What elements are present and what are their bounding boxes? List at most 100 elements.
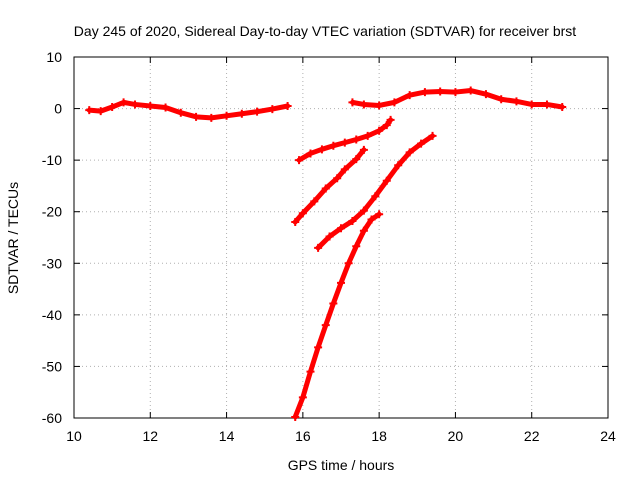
data-point [333, 174, 342, 183]
y-axis-label: SDTVAR / TECUs [5, 182, 21, 294]
data-point [306, 367, 315, 376]
series-line [296, 117, 394, 163]
data-point [340, 165, 349, 174]
data-point [317, 145, 326, 154]
x-axis-label: GPS time / hours [288, 457, 395, 473]
data-point [291, 218, 300, 227]
data-point [386, 115, 395, 124]
y-tick-label: -20 [42, 204, 62, 220]
y-tick-label: -60 [42, 410, 62, 426]
x-tick-label: 16 [295, 428, 311, 444]
data-point [310, 197, 319, 206]
data-point [375, 126, 384, 135]
x-tick-label: 10 [66, 428, 82, 444]
data-point [436, 87, 445, 96]
data-point [352, 242, 361, 251]
data-point [176, 108, 185, 117]
x-tick-label: 12 [142, 428, 158, 444]
data-point [359, 100, 368, 109]
data-point [146, 101, 155, 110]
data-point [405, 91, 414, 100]
data-series [85, 86, 567, 421]
grid-lines [74, 57, 608, 418]
data-point [291, 412, 300, 421]
series-arc5 [314, 131, 437, 252]
data-point [420, 88, 429, 97]
data-point [298, 209, 307, 218]
data-point [340, 138, 349, 147]
data-point [192, 112, 201, 121]
data-point [337, 278, 345, 287]
data-point [344, 259, 353, 268]
data-point [527, 100, 536, 109]
data-point [314, 243, 323, 252]
series-arc2 [348, 86, 567, 112]
data-point [321, 184, 330, 193]
y-tick-label: -40 [42, 307, 62, 323]
data-point [298, 393, 307, 402]
data-point [131, 100, 140, 109]
data-point [96, 107, 105, 116]
data-point [306, 149, 315, 158]
data-point [375, 210, 384, 219]
data-point [222, 111, 231, 120]
data-point [329, 141, 338, 150]
series-arc3 [295, 115, 395, 165]
data-point [497, 95, 506, 104]
series-line [292, 211, 382, 420]
y-tick-label: -50 [42, 358, 62, 374]
data-point [348, 216, 357, 225]
data-point [451, 88, 460, 97]
y-tick-label: -30 [42, 255, 62, 271]
x-tick-label: 20 [448, 428, 464, 444]
data-point [428, 131, 437, 140]
x-tick-label: 18 [371, 428, 387, 444]
data-point [558, 103, 567, 112]
data-point [352, 155, 361, 164]
data-point [375, 101, 384, 110]
data-point [390, 98, 399, 107]
data-point [295, 156, 304, 165]
series-arc1 [85, 98, 292, 122]
series-arc4 [291, 145, 368, 227]
series-arc6 [291, 210, 384, 421]
data-point [207, 113, 216, 122]
plot-frame [73, 56, 609, 419]
series-line [315, 133, 436, 251]
x-tick-label: 24 [600, 428, 616, 444]
data-point [405, 148, 414, 157]
data-point [161, 103, 170, 112]
data-point [466, 86, 475, 95]
data-point [268, 105, 277, 114]
data-point [417, 139, 426, 148]
data-point [85, 106, 94, 115]
data-point [481, 90, 490, 99]
y-tick-label: 10 [46, 49, 62, 65]
y-tick-label: -10 [42, 152, 62, 168]
data-point [382, 176, 391, 185]
chart-title: Day 245 of 2020, Sidereal Day-to-day VTE… [74, 23, 576, 39]
data-point [352, 135, 361, 144]
data-point [394, 161, 403, 170]
data-point [382, 121, 391, 130]
axis-ticks: 10 12 14 16 18 20 22 24 10 0 -10 -20 -30 -40 -50 -60 [42, 49, 616, 444]
data-point [321, 321, 330, 330]
x-tick-label: 14 [219, 428, 235, 444]
data-point [337, 224, 345, 233]
data-point [359, 226, 368, 235]
data-point [359, 206, 368, 215]
data-point [348, 98, 357, 107]
data-point [283, 101, 292, 110]
data-point [371, 192, 380, 201]
data-point [119, 98, 128, 107]
data-point [314, 343, 323, 352]
data-point [237, 109, 246, 118]
data-point [253, 107, 262, 116]
data-point [325, 232, 334, 241]
data-point [359, 145, 368, 154]
data-point [108, 103, 117, 112]
x-tick-label: 22 [524, 428, 540, 444]
series-line [292, 147, 367, 225]
data-point [363, 131, 372, 140]
data-point [542, 100, 551, 109]
